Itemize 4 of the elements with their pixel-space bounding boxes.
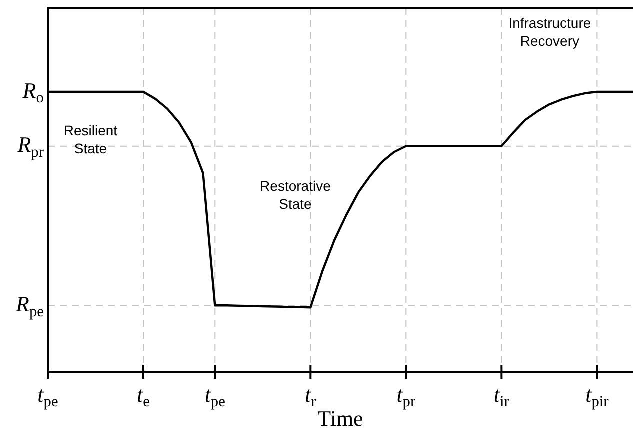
x-axis-title: Time (318, 406, 364, 431)
annotation: Restorative State (260, 178, 332, 212)
text: Infrastructure Recovery (508, 14, 592, 49)
annotation: Resilient State (64, 122, 118, 157)
